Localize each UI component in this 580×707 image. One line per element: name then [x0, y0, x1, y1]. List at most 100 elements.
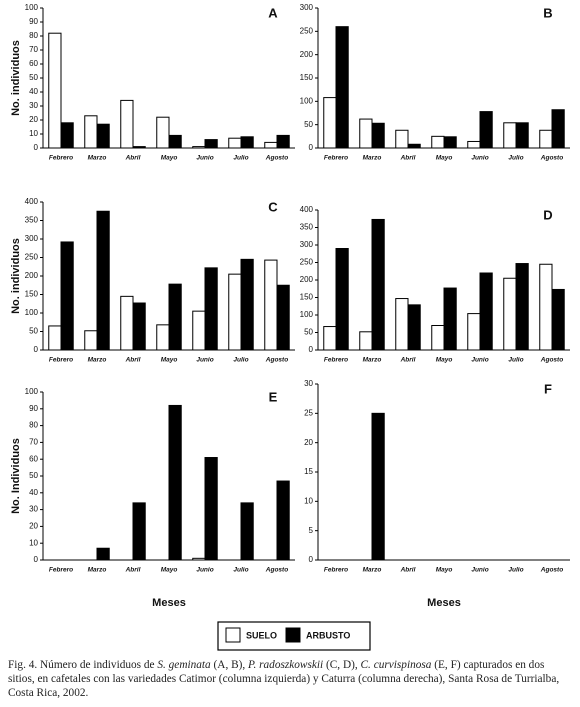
bar: [204, 457, 218, 561]
x-axis-label: Meses: [152, 597, 186, 609]
bar: [156, 116, 170, 149]
x-tick-label: Marzo: [363, 155, 382, 162]
y-tick-label: 80: [29, 31, 38, 40]
y-tick-label: 5: [309, 526, 314, 535]
y-tick-label: 10: [29, 538, 38, 547]
legend-swatch: [285, 627, 301, 643]
y-tick-label: 50: [304, 120, 313, 129]
x-tick-label: Marzo: [88, 567, 107, 574]
bar: [132, 502, 146, 561]
legend-label: ARBUSTO: [306, 630, 350, 640]
panel-label: E: [269, 389, 278, 404]
x-tick-label: Junio: [471, 567, 488, 574]
x-tick-label: Febrero: [49, 567, 73, 574]
x-tick-label: Marzo: [363, 567, 382, 574]
x-tick-label: Mayo: [161, 155, 178, 162]
x-tick-label: Junio: [196, 567, 213, 574]
y-tick-label: 30: [304, 379, 313, 388]
bar: [168, 134, 182, 149]
bar: [335, 248, 349, 351]
y-tick-label: 100: [300, 96, 314, 105]
y-tick-label: 0: [34, 555, 39, 564]
y-tick-label: 70: [29, 438, 38, 447]
bar: [204, 139, 218, 149]
x-tick-label: Mayo: [161, 567, 178, 574]
x-tick-label: Mayo: [436, 357, 453, 364]
y-tick-label: 100: [25, 3, 39, 12]
x-tick-label: Agosto: [265, 357, 288, 364]
y-axis-label: No. individuos: [10, 40, 22, 116]
bar: [503, 122, 517, 149]
y-tick-label: 300: [300, 240, 314, 249]
bar: [515, 122, 529, 149]
x-tick-label: Febrero: [49, 155, 73, 162]
y-tick-label: 250: [25, 253, 39, 262]
y-tick-label: 25: [304, 408, 313, 417]
x-tick-label: Junio: [471, 155, 488, 162]
y-tick-label: 0: [34, 143, 39, 152]
x-tick-label: Agosto: [540, 567, 563, 574]
bar: [407, 304, 421, 351]
bar: [84, 115, 98, 149]
x-tick-label: Julio: [508, 567, 523, 574]
caption-text: (C, D),: [323, 659, 361, 671]
caption-text: Fig. 4. Número de individuos de: [8, 659, 158, 671]
caption-text: (E, F) capturados en dos sitios, en cafe…: [8, 659, 560, 699]
x-tick-label: Abril: [125, 567, 141, 574]
x-tick-label: Junio: [196, 357, 213, 364]
y-tick-label: 300: [300, 3, 314, 12]
y-tick-label: 100: [300, 310, 314, 319]
y-tick-label: 150: [300, 73, 314, 82]
x-tick-label: Abril: [125, 357, 141, 364]
bar: [371, 218, 385, 351]
y-tick-label: 100: [25, 387, 39, 396]
y-tick-label: 0: [309, 143, 314, 152]
y-tick-label: 0: [309, 345, 314, 354]
bar: [168, 404, 182, 561]
bar: [479, 272, 493, 351]
bar: [84, 330, 98, 351]
bar: [240, 258, 254, 351]
y-tick-label: 50: [29, 327, 38, 336]
y-tick-label: 250: [300, 258, 314, 267]
x-tick-label: Febrero: [324, 155, 348, 162]
x-tick-label: Julio: [233, 567, 248, 574]
x-axis-label: Meses: [427, 597, 461, 609]
x-tick-label: Febrero: [324, 357, 348, 364]
x-tick-label: Agosto: [540, 155, 563, 162]
x-tick-label: Abril: [125, 155, 141, 162]
bar: [228, 273, 242, 351]
caption-text: (A, B),: [210, 659, 249, 671]
bar: [443, 287, 457, 351]
x-tick-label: Julio: [508, 155, 523, 162]
bar: [240, 502, 254, 561]
y-tick-label: 300: [25, 234, 39, 243]
y-tick-label: 50: [29, 73, 38, 82]
bar: [60, 241, 74, 351]
x-tick-label: Agosto: [265, 155, 288, 162]
legend-swatch: [225, 627, 241, 643]
bar: [240, 136, 254, 149]
x-tick-label: Junio: [471, 357, 488, 364]
panel-label: D: [543, 207, 552, 222]
y-tick-label: 30: [29, 101, 38, 110]
bar: [96, 210, 110, 351]
x-tick-label: Agosto: [265, 567, 288, 574]
y-tick-label: 350: [25, 216, 39, 225]
y-tick-label: 90: [29, 404, 38, 413]
bar: [120, 99, 134, 149]
bar: [371, 122, 385, 149]
y-tick-label: 400: [300, 205, 314, 214]
x-tick-label: Julio: [508, 357, 523, 364]
caption-species: P. radoszkowskii: [248, 659, 324, 671]
bar: [515, 263, 529, 351]
caption-species: C. curvispinosa: [360, 659, 432, 671]
y-tick-label: 50: [29, 471, 38, 480]
y-tick-label: 0: [309, 555, 314, 564]
bar: [371, 412, 385, 561]
bar: [359, 331, 373, 351]
bar: [168, 283, 182, 351]
panel-label: C: [268, 199, 278, 214]
